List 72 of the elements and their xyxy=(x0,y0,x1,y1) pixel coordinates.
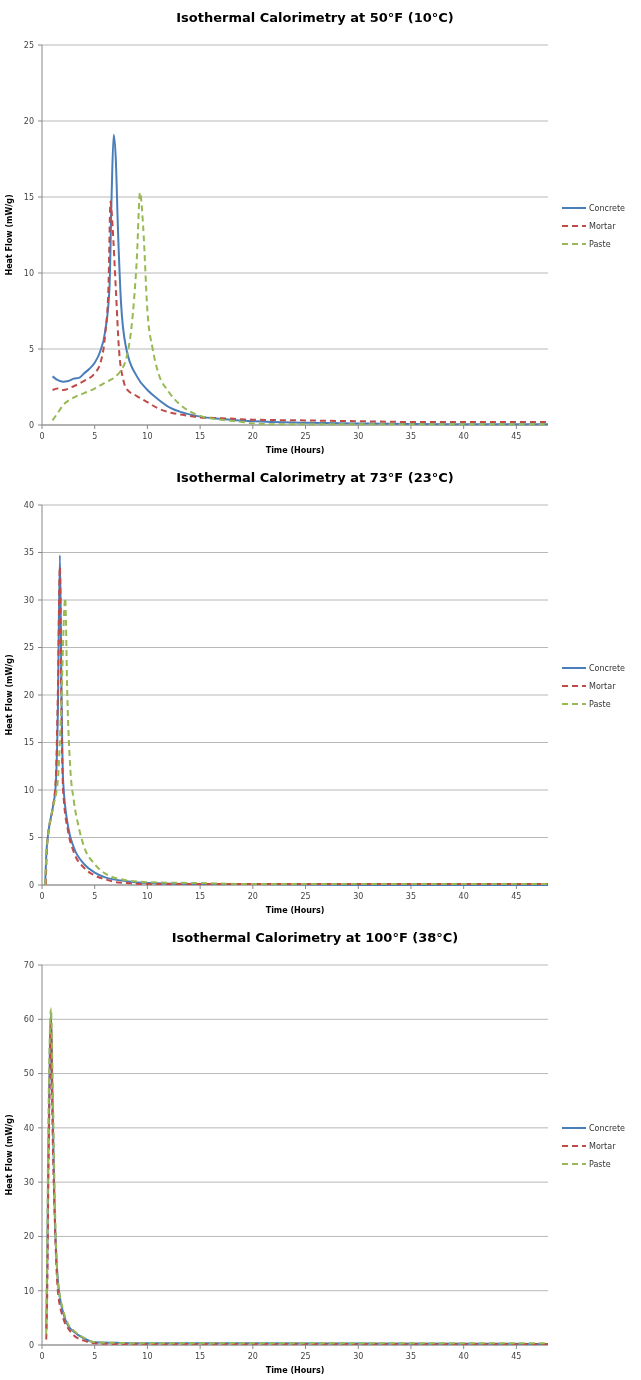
legend-label: Paste xyxy=(589,699,611,709)
y-tick-label: 70 xyxy=(23,960,34,970)
x-tick-label: 15 xyxy=(195,432,206,441)
y-tick-label: 0 xyxy=(28,420,34,430)
x-tick-label: 20 xyxy=(247,892,258,901)
x-tick-label: 30 xyxy=(353,1352,364,1361)
y-tick-label: 20 xyxy=(23,690,34,700)
x-tick-label: 30 xyxy=(353,432,364,441)
legend-label: Mortar xyxy=(589,221,617,231)
x-tick-label: 5 xyxy=(92,1352,98,1361)
y-tick-label: 25 xyxy=(23,643,34,653)
x-tick-label: 15 xyxy=(195,1352,206,1361)
line-series xyxy=(51,133,549,426)
x-tick-label: 5 xyxy=(92,432,98,441)
y-tick-label: 5 xyxy=(28,833,34,843)
legend-label: Concrete xyxy=(589,1123,626,1133)
y-tick-label: 40 xyxy=(23,1123,34,1133)
x-tick-label: 35 xyxy=(405,892,417,901)
x-axis-title: Time (Hours) xyxy=(265,906,325,915)
x-tick-label: 35 xyxy=(405,1352,417,1361)
x-tick-label: 30 xyxy=(353,892,364,901)
y-axis-title: Heat Flow (mW/g) xyxy=(5,654,14,736)
y-tick-label: 20 xyxy=(23,1232,34,1242)
x-tick-label: 25 xyxy=(300,432,311,441)
x-axis-title: Time (Hours) xyxy=(265,1366,325,1375)
y-tick-label: 40 xyxy=(23,500,34,510)
y-tick-label: 0 xyxy=(28,1340,34,1350)
x-tick-label: 0 xyxy=(39,432,45,441)
y-tick-label: 10 xyxy=(23,1286,34,1296)
y-tick-label: 35 xyxy=(23,548,34,558)
y-axis-title: Heat Flow (mW/g) xyxy=(5,194,14,276)
y-axis-title: Heat Flow (mW/g) xyxy=(5,1114,14,1196)
x-tick-label: 40 xyxy=(458,432,469,441)
x-tick-label: 45 xyxy=(511,892,522,901)
y-tick-label: 5 xyxy=(28,344,34,354)
legend-label: Mortar xyxy=(589,681,617,691)
y-tick-label: 10 xyxy=(23,268,34,278)
x-tick-label: 20 xyxy=(247,432,258,441)
x-tick-label: 5 xyxy=(92,892,98,901)
x-tick-label: 10 xyxy=(142,432,153,441)
legend-label: Paste xyxy=(589,1159,611,1169)
legend-label: Paste xyxy=(589,239,611,249)
y-tick-label: 15 xyxy=(23,192,34,202)
x-tick-label: 45 xyxy=(511,1352,522,1361)
y-tick-label: 25 xyxy=(23,40,34,50)
y-tick-label: 0 xyxy=(28,880,34,890)
y-tick-label: 50 xyxy=(23,1069,34,1079)
x-tick-label: 10 xyxy=(142,1352,153,1361)
x-tick-label: 25 xyxy=(300,892,311,901)
x-tick-label: 25 xyxy=(300,1352,311,1361)
chart-title: Isothermal Calorimetry at 73°F (23°C) xyxy=(176,470,454,485)
x-tick-label: 10 xyxy=(142,892,153,901)
x-tick-label: 0 xyxy=(39,1352,45,1361)
x-axis-title: Time (Hours) xyxy=(265,446,325,455)
x-tick-label: 35 xyxy=(405,432,417,441)
x-tick-label: 0 xyxy=(39,892,45,901)
y-tick-label: 60 xyxy=(23,1015,34,1025)
y-tick-label: 20 xyxy=(23,116,34,126)
x-tick-label: 15 xyxy=(195,892,206,901)
x-tick-label: 40 xyxy=(458,1352,469,1361)
y-tick-label: 30 xyxy=(23,1177,34,1187)
chart-title: Isothermal Calorimetry at 100°F (38°C) xyxy=(171,930,459,945)
legend-label: Concrete xyxy=(589,203,626,213)
x-tick-label: 40 xyxy=(458,892,469,901)
legend-label: Mortar xyxy=(589,1141,617,1151)
chart-title: Isothermal Calorimetry at 50°F (10°C) xyxy=(176,10,454,25)
x-tick-label: 45 xyxy=(511,432,522,441)
x-tick-label: 20 xyxy=(247,1352,258,1361)
y-tick-label: 30 xyxy=(23,595,34,605)
y-tick-label: 15 xyxy=(23,738,34,748)
y-tick-label: 10 xyxy=(23,785,34,795)
legend-label: Concrete xyxy=(589,663,626,673)
